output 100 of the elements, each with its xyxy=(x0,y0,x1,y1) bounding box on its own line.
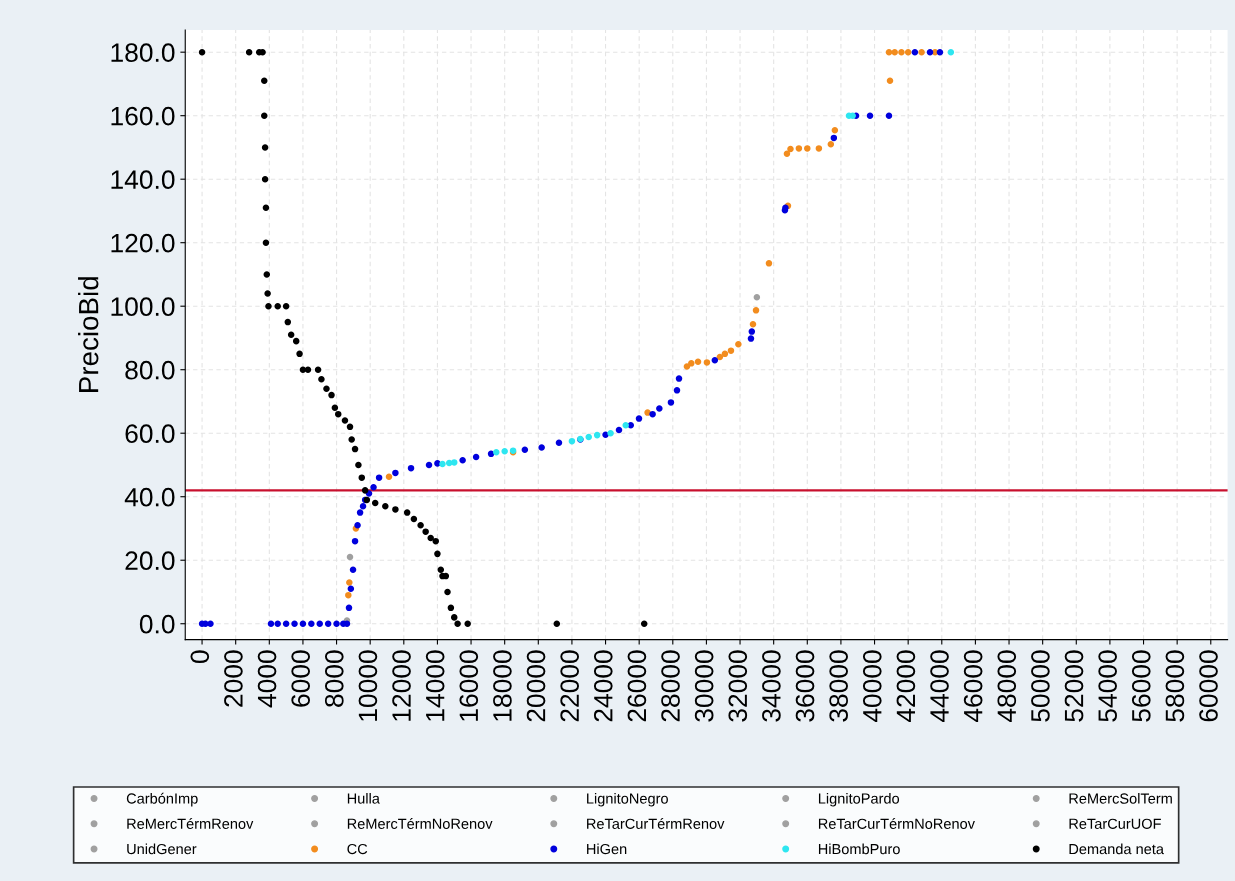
point xyxy=(849,112,856,119)
legend-label: ReTarCurUOF xyxy=(1069,818,1161,829)
point xyxy=(324,620,332,627)
x-tick-label: 16000 xyxy=(459,650,479,721)
y-tick-label: 20.0 xyxy=(125,551,175,571)
point xyxy=(752,307,760,314)
point xyxy=(936,48,944,56)
x-tick-label: 50000 xyxy=(1031,650,1050,722)
x-tick-label: 36000 xyxy=(795,650,815,722)
point xyxy=(351,445,359,453)
point xyxy=(403,509,411,516)
point xyxy=(410,515,418,523)
y-tick-label: 60.0 xyxy=(125,424,175,444)
x-tick-label: 20000 xyxy=(526,650,546,722)
legend-label: ReMercSolTerm xyxy=(1069,792,1172,804)
point xyxy=(263,271,271,278)
point xyxy=(314,366,322,373)
y-tick-label: 120.0 xyxy=(111,233,175,253)
legend-label: ReMercTérmRenov xyxy=(127,818,254,829)
point xyxy=(727,347,735,354)
point xyxy=(328,391,335,399)
point xyxy=(866,112,874,119)
point xyxy=(425,461,433,469)
point xyxy=(538,444,545,451)
point xyxy=(417,522,424,529)
x-tick-label: 40000 xyxy=(862,650,882,723)
x-tick-label: 58000 xyxy=(1165,650,1185,722)
point xyxy=(198,48,206,56)
point xyxy=(501,448,508,455)
point xyxy=(407,464,415,472)
point xyxy=(815,145,823,152)
point xyxy=(287,331,295,339)
point xyxy=(830,134,838,142)
point xyxy=(721,350,729,358)
y-tick-label: 100.0 xyxy=(111,297,175,317)
x-tick-label: 2000 xyxy=(224,650,243,707)
point xyxy=(947,48,955,56)
point xyxy=(245,48,253,56)
point xyxy=(361,487,369,494)
point xyxy=(422,528,429,535)
point xyxy=(667,399,675,406)
point xyxy=(711,356,719,364)
point xyxy=(749,321,757,328)
point xyxy=(261,144,269,151)
point xyxy=(904,48,912,56)
y-tick-label: 80.0 xyxy=(125,360,175,380)
point xyxy=(282,620,290,627)
point xyxy=(323,385,330,393)
point xyxy=(348,436,355,443)
point xyxy=(427,534,434,542)
legend-label: LignitoNegro xyxy=(587,792,668,807)
point xyxy=(358,474,366,481)
legend-label: ReMercTérmNoRenov xyxy=(347,818,493,829)
legend-label: LignitoPardo xyxy=(818,792,900,807)
x-tick-label: 18000 xyxy=(493,650,512,721)
point xyxy=(673,387,681,394)
point xyxy=(886,77,894,85)
point xyxy=(356,509,364,516)
point xyxy=(264,290,271,297)
x-tick-label: 30000 xyxy=(694,650,714,722)
point xyxy=(703,359,711,366)
legend-label: UnidGener xyxy=(127,843,197,855)
point xyxy=(694,358,702,366)
point xyxy=(656,405,663,412)
point xyxy=(265,302,272,310)
x-tick-label: 0 xyxy=(190,650,210,663)
x-tick-label: 38000 xyxy=(829,650,848,722)
point xyxy=(351,537,359,545)
point xyxy=(375,474,383,481)
point xyxy=(355,461,362,469)
point xyxy=(795,145,803,152)
x-tick-label: 14000 xyxy=(425,650,445,721)
legend-label: CarbónImp xyxy=(126,792,198,807)
x-tick-label: 32000 xyxy=(728,650,748,722)
point xyxy=(259,48,266,56)
point xyxy=(308,620,315,627)
x-tick-label: 26000 xyxy=(627,650,647,722)
y-tick-label: 180.0 xyxy=(111,43,175,62)
legend-label: ReTarCurTérmRenov xyxy=(587,818,725,829)
point xyxy=(371,499,379,507)
x-tick-label: 56000 xyxy=(1131,650,1151,722)
point xyxy=(635,415,643,422)
point xyxy=(292,337,300,345)
point xyxy=(487,450,495,458)
point xyxy=(787,145,794,153)
y-tick-label: 40.0 xyxy=(124,487,175,507)
point xyxy=(439,460,446,468)
point xyxy=(683,363,691,370)
point xyxy=(640,620,648,627)
point xyxy=(267,620,275,627)
point xyxy=(291,620,298,627)
point xyxy=(753,294,761,301)
point xyxy=(274,302,281,310)
point xyxy=(385,473,393,480)
point xyxy=(261,175,269,183)
point xyxy=(262,239,270,246)
point xyxy=(341,417,349,424)
point xyxy=(346,423,354,431)
point xyxy=(444,588,451,596)
x-tick-label: 42000 xyxy=(896,650,916,723)
